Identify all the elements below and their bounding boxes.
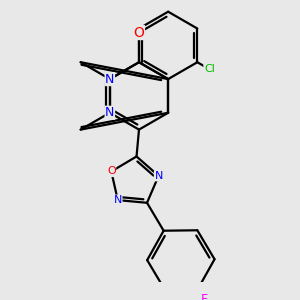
Text: N: N [114, 195, 122, 205]
Text: Cl: Cl [204, 64, 215, 74]
Text: N: N [105, 106, 115, 119]
Text: N: N [154, 171, 163, 181]
Text: F: F [201, 293, 208, 300]
Text: O: O [107, 167, 116, 176]
Text: O: O [134, 26, 144, 40]
Text: N: N [105, 73, 115, 85]
